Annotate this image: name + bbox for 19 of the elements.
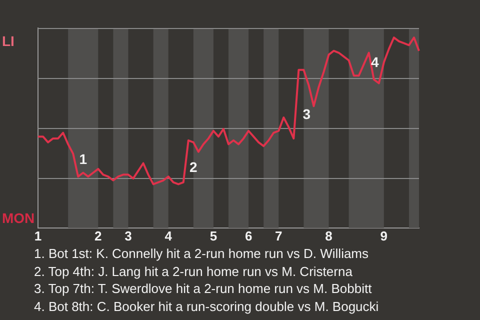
text: 4. Bot 8th: C. Booker hit a run-scoring double vs M. Bogucki: [34, 298, 380, 315]
x-tick-label: 7: [275, 228, 282, 244]
text: MON: [2, 210, 35, 226]
x-tick-label: 9: [380, 228, 388, 244]
x-tick-label: 5: [210, 228, 218, 244]
annotation: 4: [370, 54, 379, 70]
text: LI: [2, 33, 14, 49]
x-tick-label: 8: [325, 228, 332, 244]
x-tick-label: 6: [244, 228, 252, 244]
text: 1. Bot 1st: K. Connelly hit a 2-run home run vs D. Williams: [34, 245, 370, 262]
x-tick-label: 4: [164, 228, 173, 244]
x-tick-label: 3: [124, 228, 132, 244]
annotation: 1: [79, 151, 88, 168]
x-tick-label: 2: [94, 228, 102, 244]
annotation: 2: [190, 159, 198, 176]
x-tick-label: 1: [34, 228, 42, 244]
text: 2. Top 4th: J. Lang hit a 2-run home run vs M. Cristerna: [34, 262, 354, 280]
annotation: 3: [302, 106, 311, 122]
text: 3. Top 7th: T. Swerdlove hit a 2-run home run vs M. Bobbitt: [34, 280, 373, 298]
